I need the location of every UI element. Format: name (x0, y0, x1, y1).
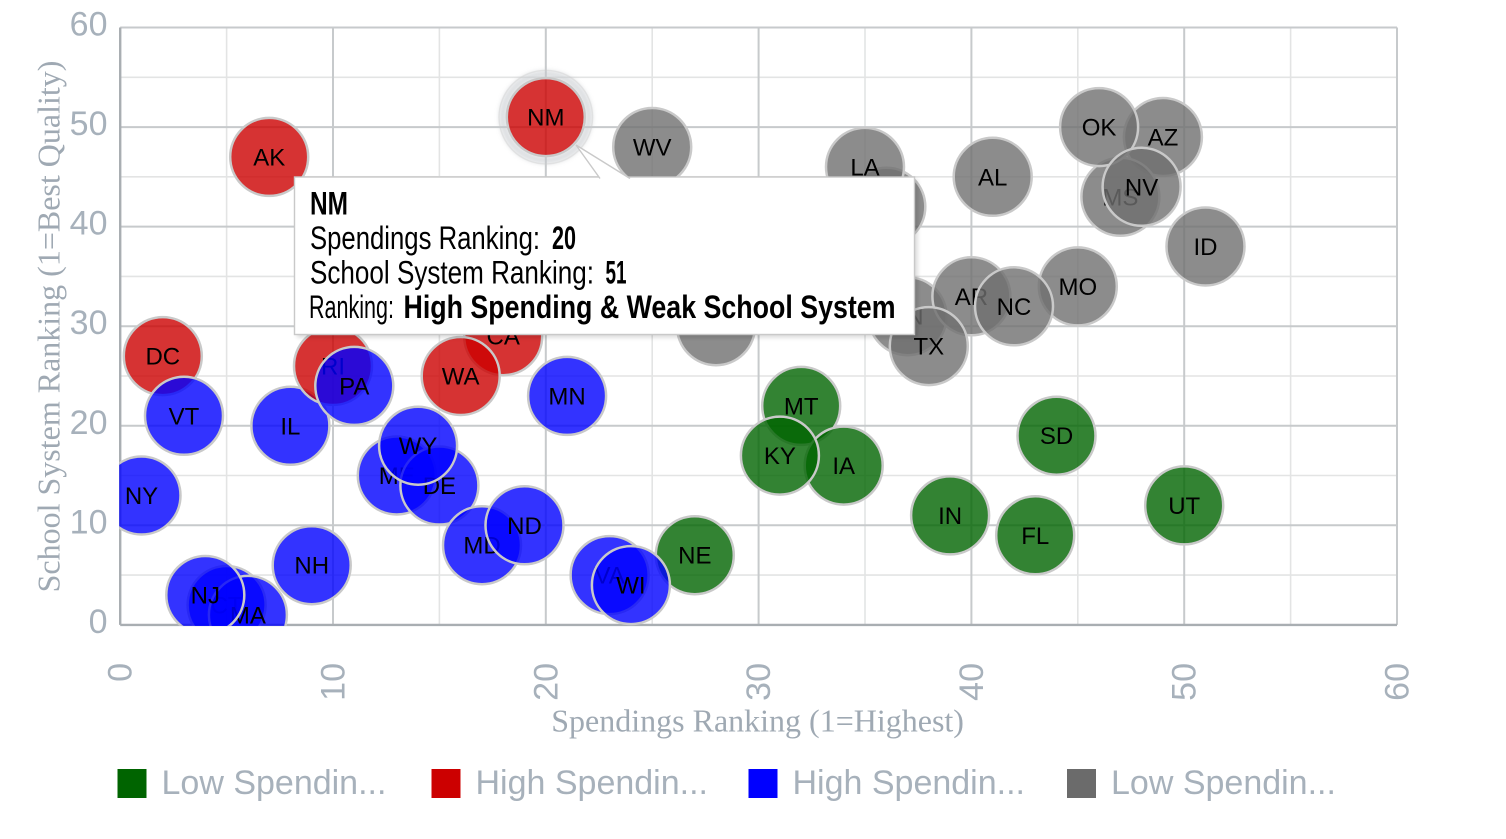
svg-text:NH: NH (294, 553, 329, 580)
svg-text:WI: WI (616, 573, 645, 600)
svg-text:MN: MN (548, 383, 585, 410)
svg-text:NM: NM (527, 105, 564, 132)
svg-text:20: 20 (527, 663, 565, 701)
svg-text:IA: IA (832, 453, 855, 480)
svg-text:10: 10 (315, 663, 353, 701)
svg-text:Low Spendin...: Low Spendin... (1111, 764, 1336, 802)
svg-text:Ranking:: Ranking: (309, 289, 394, 325)
svg-text:WV: WV (633, 135, 672, 162)
svg-text:30: 30 (70, 304, 108, 342)
svg-text:DC: DC (145, 344, 180, 371)
svg-text:40: 40 (953, 663, 991, 701)
svg-text:NV: NV (1125, 174, 1158, 201)
svg-text:NM: NM (310, 186, 348, 222)
svg-text:High Spendin...: High Spendin... (793, 764, 1026, 802)
svg-text:School System Ranking:: School System Ranking: (310, 255, 594, 291)
svg-text:School System Ranking (1=Best: School System Ranking (1=Best Quality) (31, 61, 67, 593)
svg-text:20: 20 (70, 404, 108, 442)
svg-text:0: 0 (89, 603, 108, 641)
svg-text:IN: IN (938, 503, 962, 530)
svg-text:MO: MO (1058, 274, 1097, 301)
svg-text:WA: WA (442, 364, 480, 391)
svg-text:FL: FL (1021, 523, 1049, 550)
svg-text:AK: AK (253, 144, 285, 171)
svg-text:40: 40 (70, 205, 108, 243)
svg-text:10: 10 (70, 503, 108, 541)
svg-text:30: 30 (740, 663, 778, 701)
svg-text:Spendings Ranking:: Spendings Ranking: (310, 220, 540, 256)
svg-text:IL: IL (280, 413, 300, 440)
svg-text:PA: PA (339, 373, 369, 400)
svg-text:0: 0 (102, 663, 140, 682)
svg-text:20: 20 (552, 220, 576, 256)
svg-text:SD: SD (1040, 423, 1073, 450)
svg-text:WY: WY (399, 433, 438, 460)
svg-text:VT: VT (169, 403, 200, 430)
svg-text:51: 51 (606, 255, 627, 291)
svg-text:KY: KY (764, 443, 796, 470)
svg-text:50: 50 (1166, 663, 1204, 701)
svg-text:NY: NY (125, 483, 158, 510)
svg-text:High Spending & Weak School Sy: High Spending & Weak School System (404, 289, 896, 325)
svg-text:NJ: NJ (191, 583, 220, 610)
svg-text:ID: ID (1194, 234, 1218, 261)
svg-text:MT: MT (784, 393, 819, 420)
svg-text:ND: ND (507, 513, 542, 540)
svg-text:TX: TX (913, 334, 944, 361)
svg-text:AZ: AZ (1148, 125, 1179, 152)
svg-text:UT: UT (1168, 493, 1200, 520)
svg-text:High Spendin...: High Spendin... (476, 764, 709, 802)
svg-text:AL: AL (978, 164, 1007, 191)
svg-text:NC: NC (997, 294, 1032, 321)
svg-text:Spendings Ranking (1=Highest): Spendings Ranking (1=Highest) (551, 703, 964, 739)
svg-text:60: 60 (1379, 663, 1417, 701)
svg-text:60: 60 (70, 6, 108, 44)
svg-text:50: 50 (70, 105, 108, 143)
svg-text:OK: OK (1082, 115, 1117, 142)
svg-text:NE: NE (678, 543, 711, 570)
svg-text:Low Spendin...: Low Spendin... (162, 764, 387, 802)
